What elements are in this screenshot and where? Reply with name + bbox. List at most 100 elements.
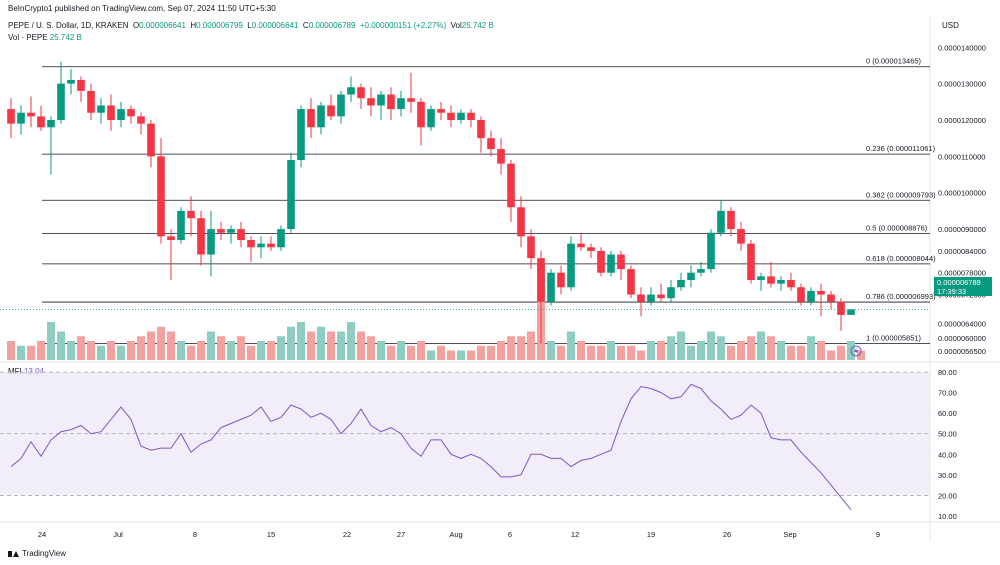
ohlc-change: +0.000000151 (+2.27%) — [359, 21, 447, 30]
candle-body — [157, 156, 165, 237]
ohlc-high-label: H — [190, 21, 197, 30]
candle-body — [567, 243, 575, 288]
symbol-name[interactable]: PEPE / U. S. Dollar, 1D, KRAKEN — [8, 21, 129, 30]
candle-body — [67, 80, 75, 84]
candle-body — [237, 229, 245, 240]
vol-value: 25.742 B — [461, 21, 494, 30]
volume-bar — [447, 350, 455, 360]
volume-bar — [467, 350, 475, 360]
ohlc-high: 0.000006799 — [196, 21, 243, 30]
mfi-axis-tick: 80.00 — [938, 368, 957, 377]
volume-bar — [647, 341, 655, 360]
volume-bar — [187, 345, 195, 360]
fib-level-label: 0 (0.000013465) — [866, 57, 922, 66]
candle-body — [257, 243, 265, 248]
price-axis-tick: 0.0000060000 — [938, 334, 986, 343]
candle-body — [107, 105, 115, 120]
volume-bar — [27, 345, 35, 360]
time-axis-label: Sep — [783, 530, 796, 539]
volume-bar — [747, 336, 755, 360]
candle-body — [307, 109, 315, 128]
fib-level-label: 1 (0.000005851) — [866, 334, 922, 343]
candle-body — [677, 280, 685, 288]
mfi-legend-label: MFI — [8, 367, 22, 376]
price-axis-tick: 0.0000056500 — [938, 347, 986, 356]
candle-body — [177, 210, 185, 240]
volume-bar — [107, 341, 115, 360]
volume-bar — [717, 336, 725, 360]
volume-bar — [7, 341, 15, 360]
volume-bar — [417, 341, 425, 360]
mfi-legend[interactable]: MFI 13.04 — [8, 367, 44, 376]
volume-bar — [817, 341, 825, 360]
alert-bolt-path — [854, 347, 859, 355]
candle-body — [357, 87, 365, 99]
currency-label[interactable]: USD — [942, 21, 959, 30]
candle-body — [247, 240, 255, 248]
volume-bar — [547, 341, 555, 360]
candle-body — [477, 120, 485, 139]
time-axis-label: 24 — [38, 530, 46, 539]
fib-level-label: 0.618 (0.000008044) — [866, 254, 936, 263]
volume-bar — [567, 331, 575, 360]
fib-level-label: 0.236 (0.000011061) — [866, 144, 936, 153]
price-axis-tick: 0.0000090000 — [938, 225, 986, 234]
volume-bar — [257, 341, 265, 360]
volume-bar — [67, 341, 75, 360]
volume-legend-label: Vol · PEPE — [8, 33, 48, 42]
time-axis-label: 27 — [397, 530, 405, 539]
volume-bar — [217, 336, 225, 360]
symbol-line: PEPE / U. S. Dollar, 1D, KRAKEN O0.00000… — [8, 21, 494, 30]
candle-body — [97, 105, 105, 113]
candle-body — [407, 98, 415, 102]
price-axis-tick: 0.0000120000 — [938, 116, 986, 125]
volume-bar — [87, 341, 95, 360]
mfi-axis-tick: 10.00 — [938, 512, 957, 521]
time-axis-label: 9 — [876, 530, 880, 539]
candle-body — [447, 112, 455, 120]
fib-level-label: 0.786 (0.000006993) — [866, 292, 936, 301]
volume-bar — [477, 345, 485, 360]
volume-bar — [727, 345, 735, 360]
volume-bar — [427, 350, 435, 360]
volume-bar — [577, 341, 585, 360]
volume-bar — [97, 345, 105, 360]
candle-body — [767, 276, 775, 284]
price-axis-tick: 0.0000130000 — [938, 80, 986, 89]
candle-body — [687, 272, 695, 280]
time-axis-label: 22 — [343, 530, 351, 539]
candle-body — [797, 287, 805, 302]
volume-bar — [57, 331, 65, 360]
volume-legend[interactable]: Vol · PEPE 25.742 B — [8, 33, 82, 42]
volume-bar — [377, 341, 385, 360]
candle-body — [27, 112, 35, 117]
volume-bar — [17, 345, 25, 360]
candle-body — [497, 149, 505, 164]
volume-bar — [697, 341, 705, 360]
candle-body — [647, 294, 655, 302]
price-axis-tick: 0.0000078000 — [938, 269, 986, 278]
candle-body — [367, 98, 375, 106]
candle-body — [137, 116, 145, 124]
candle-body — [577, 243, 585, 248]
volume-bar — [387, 345, 395, 360]
volume-bar — [137, 336, 145, 360]
volume-bar — [407, 345, 415, 360]
volume-bar — [677, 331, 685, 360]
volume-bar — [267, 341, 275, 360]
volume-bar — [627, 345, 635, 360]
candle-body — [77, 80, 85, 91]
volume-bar — [247, 345, 255, 360]
time-axis-label: 26 — [723, 530, 731, 539]
current-price-value: 0.000006789 — [937, 278, 981, 287]
tradingview-logo[interactable]: TradingView — [8, 549, 66, 558]
volume-bar — [517, 336, 525, 360]
volume-bar — [357, 331, 365, 360]
mfi-axis-tick: 20.00 — [938, 491, 957, 500]
candle-body — [737, 229, 745, 244]
ohlc-open: 0.000006641 — [139, 21, 186, 30]
mfi-axis-tick: 40.00 — [938, 450, 957, 459]
candle-body — [387, 94, 395, 110]
volume-bar — [857, 350, 865, 360]
